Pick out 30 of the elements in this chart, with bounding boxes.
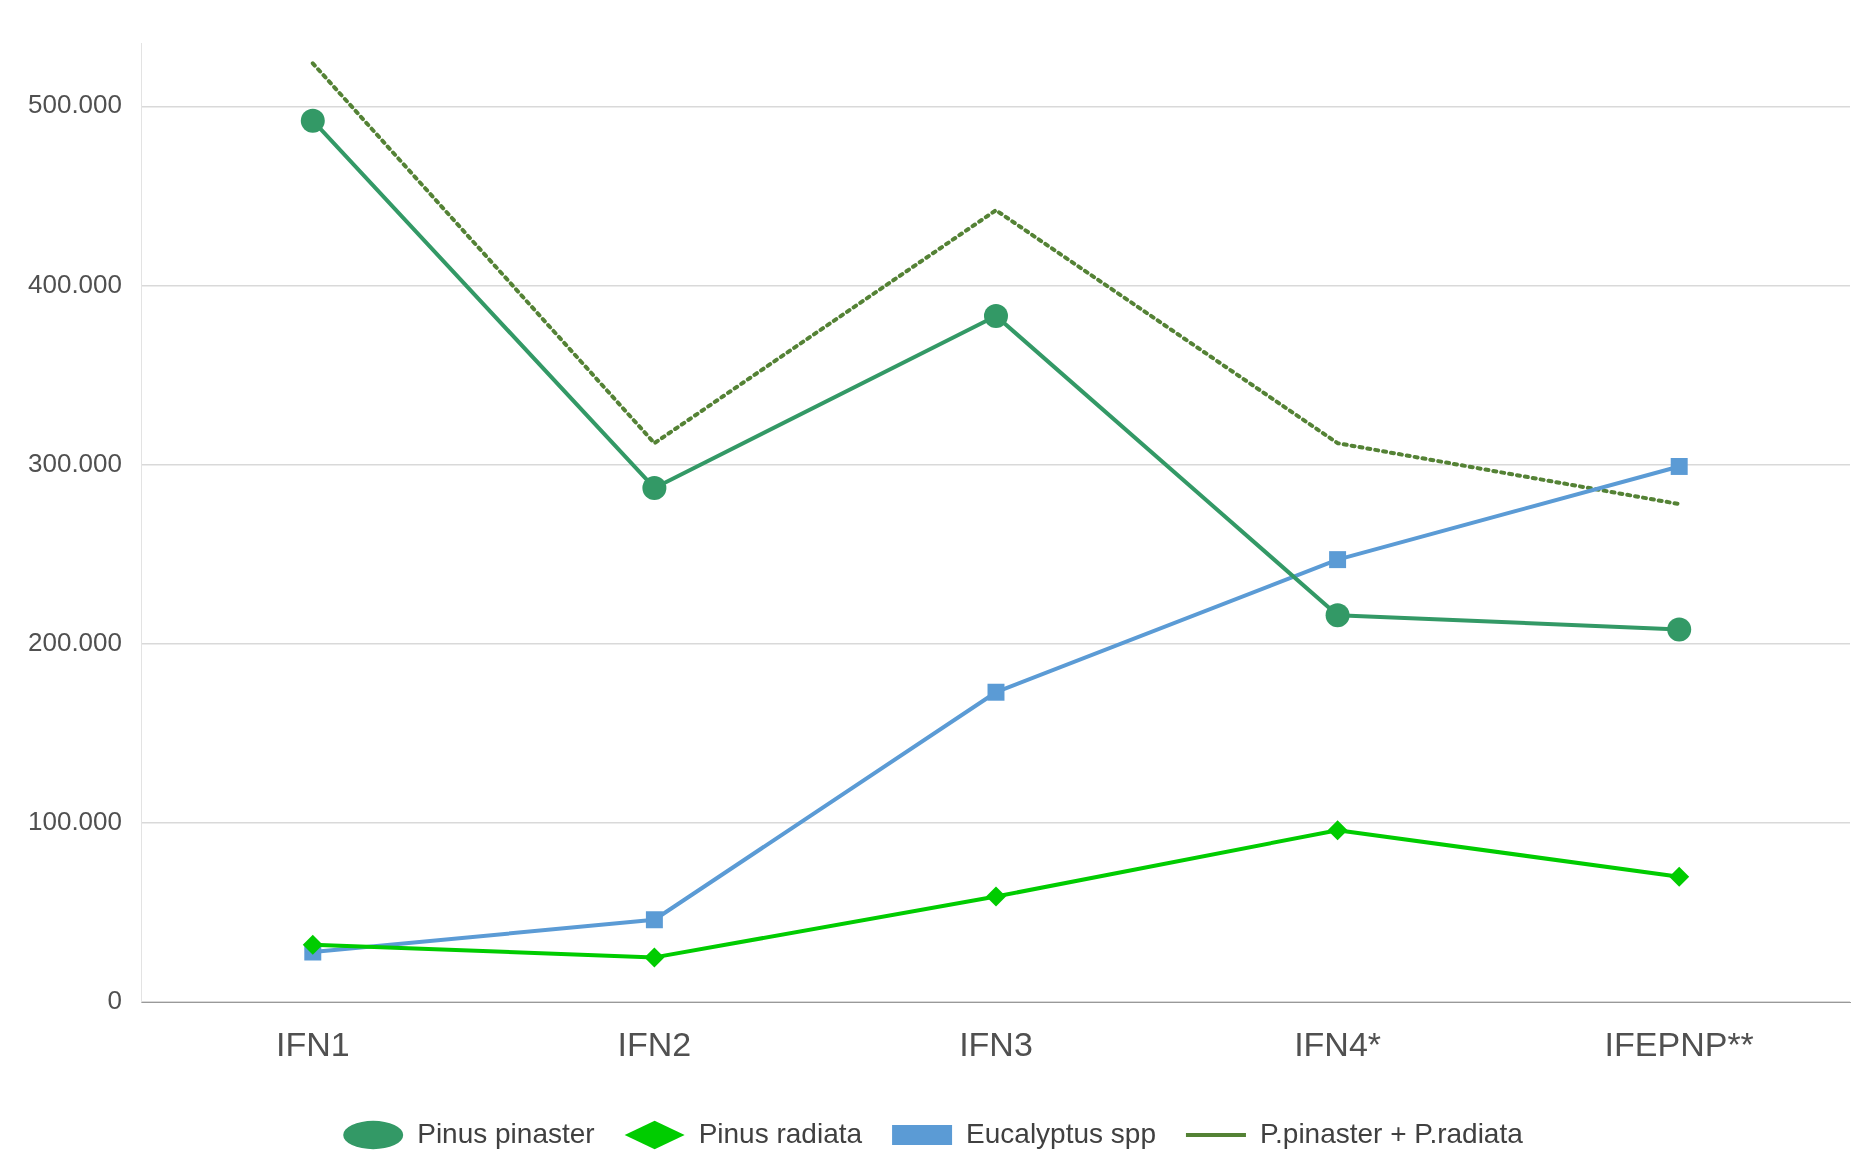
point — [1669, 866, 1690, 887]
legend-label: Pinus pinaster — [417, 1117, 595, 1149]
legend-label: P.pinaster + P.radiata — [1259, 1117, 1524, 1149]
point — [983, 303, 1008, 328]
point — [1670, 457, 1688, 475]
y-tick-label: 300.000 — [28, 447, 122, 478]
y-tick-label: 500.000 — [28, 89, 122, 120]
x-tick-label: IFEPNP** — [1604, 1024, 1754, 1063]
x-tick-label: IFN2 — [617, 1024, 692, 1063]
point — [644, 947, 665, 968]
point — [642, 475, 667, 500]
point — [1329, 551, 1347, 569]
point — [645, 911, 663, 929]
y-tick-label: 200.000 — [28, 627, 122, 658]
point — [1325, 603, 1350, 628]
line-series — [310, 61, 1682, 507]
legend-label: Pinus radiata — [698, 1117, 863, 1149]
x-tick-label: IFN4* — [1294, 1024, 1382, 1063]
point — [1667, 617, 1692, 642]
x-tick-label: IFN1 — [275, 1024, 350, 1063]
point — [302, 934, 323, 955]
point — [985, 886, 1006, 907]
point — [1327, 820, 1348, 841]
y-tick-label: 0 — [107, 985, 122, 1016]
y-tick-label: 400.000 — [28, 268, 122, 299]
point — [300, 108, 325, 133]
point — [987, 683, 1005, 701]
legend-label: Eucalyptus spp — [966, 1117, 1156, 1149]
y-tick-label: 100.000 — [28, 806, 122, 837]
x-tick-label: IFN3 — [959, 1024, 1033, 1063]
